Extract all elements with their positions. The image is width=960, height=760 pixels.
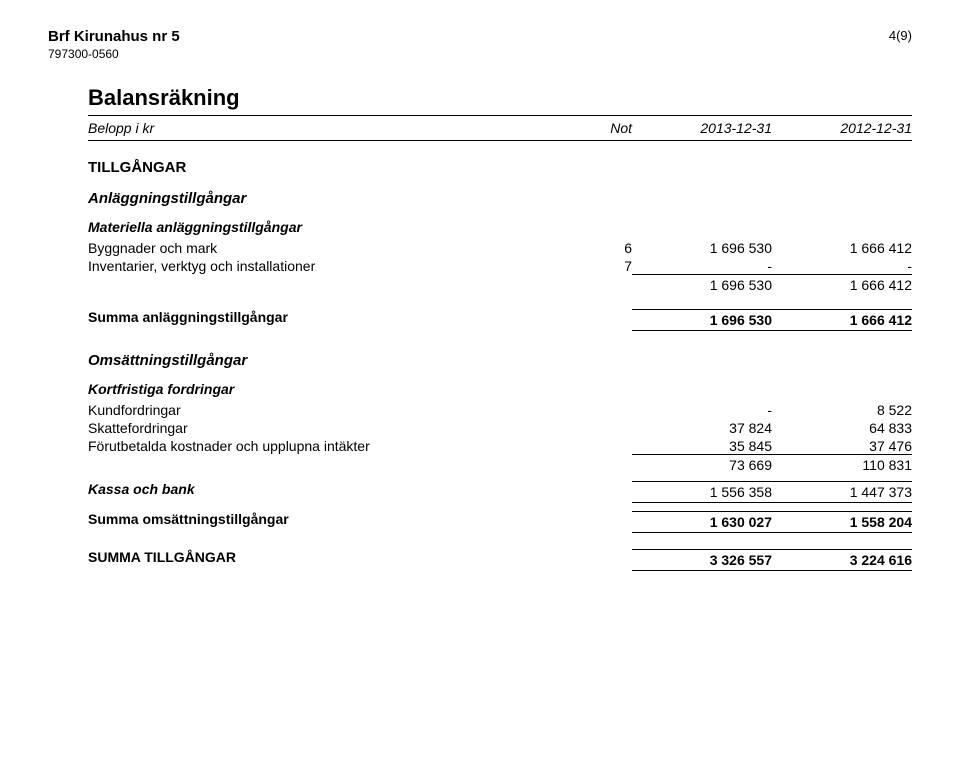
page-header: Brf Kirunahus nr 5 797300-0560 4(9) [48,28,912,61]
row-label: Byggnader och mark [88,240,572,256]
subtotal-v1: 1 696 530 [632,277,772,293]
grand-total-v1: 3 326 557 [632,549,772,571]
fixed-subtotal: 1 696 530 1 666 412 [88,276,912,294]
row-v1: - [632,258,772,275]
row-v2: 8 522 [772,402,912,418]
row-v1: 37 824 [632,420,772,436]
current-total: Summa omsättningstillgångar 1 630 027 1 … [88,510,912,534]
fixed-total-v2: 1 666 412 [772,309,912,331]
col-label: Belopp i kr [88,120,572,136]
current-row: Skattefordringar 37 824 64 833 [88,419,912,437]
col-note: Not [572,120,632,136]
cash-v1: 1 556 358 [632,481,772,503]
row-label: Kundfordringar [88,402,572,418]
org-block: Brf Kirunahus nr 5 797300-0560 [48,28,180,61]
row-v1: 35 845 [632,438,772,455]
row-label: Skattefordringar [88,420,572,436]
page-title: Balansräkning [88,85,912,111]
subtotal-v2: 110 831 [772,457,912,473]
row-label: Inventarier, verktyg och installationer [88,258,572,275]
fixed-total: Summa anläggningstillgångar 1 696 530 1 … [88,308,912,332]
tangible-heading: Materiella anläggningstillgångar [88,219,912,235]
row-v2: 64 833 [772,420,912,436]
fixed-total-label: Summa anläggningstillgångar [88,309,572,331]
current-total-v2: 1 558 204 [772,511,912,533]
content: Balansräkning Belopp i kr Not 2013-12-31… [88,85,912,572]
current-total-label: Summa omsättningstillgångar [88,511,572,533]
row-v2: 37 476 [772,438,912,455]
row-v2: 1 666 412 [772,240,912,256]
row-v1: 1 696 530 [632,240,772,256]
section-assets: TILLGÅNGAR [88,159,912,176]
current-assets-heading: Omsättningstillgångar [88,352,912,369]
row-note: 7 [572,258,632,275]
fixed-total-v1: 1 696 530 [632,309,772,331]
row-note: 6 [572,240,632,256]
fixed-row: Byggnader och mark 6 1 696 530 1 666 412 [88,239,912,257]
current-subtotal: 73 669 110 831 [88,456,912,474]
column-headers: Belopp i kr Not 2013-12-31 2012-12-31 [88,115,912,141]
cash-row: Kassa och bank 1 556 358 1 447 373 [88,480,912,504]
fixed-assets-heading: Anläggningstillgångar [88,190,912,207]
org-id: 797300-0560 [48,47,180,61]
cash-v2: 1 447 373 [772,481,912,503]
current-row: Förutbetalda kostnader och upplupna intä… [88,437,912,456]
grand-total: SUMMA TILLGÅNGAR 3 326 557 3 224 616 [88,548,912,572]
row-v2: - [772,258,912,275]
cash-label: Kassa och bank [88,481,572,503]
row-label: Förutbetalda kostnader och upplupna intä… [88,438,572,455]
col-v1: 2013-12-31 [632,120,772,136]
current-row: Kundfordringar - 8 522 [88,401,912,419]
grand-total-v2: 3 224 616 [772,549,912,571]
col-v2: 2012-12-31 [772,120,912,136]
fixed-row: Inventarier, verktyg och installationer … [88,257,912,276]
row-v1: - [632,402,772,418]
subtotal-v1: 73 669 [632,457,772,473]
current-total-v1: 1 630 027 [632,511,772,533]
subtotal-v2: 1 666 412 [772,277,912,293]
grand-total-label: SUMMA TILLGÅNGAR [88,549,572,571]
page-number: 4(9) [889,28,912,43]
receivables-heading: Kortfristiga fordringar [88,381,912,397]
org-name: Brf Kirunahus nr 5 [48,28,180,45]
